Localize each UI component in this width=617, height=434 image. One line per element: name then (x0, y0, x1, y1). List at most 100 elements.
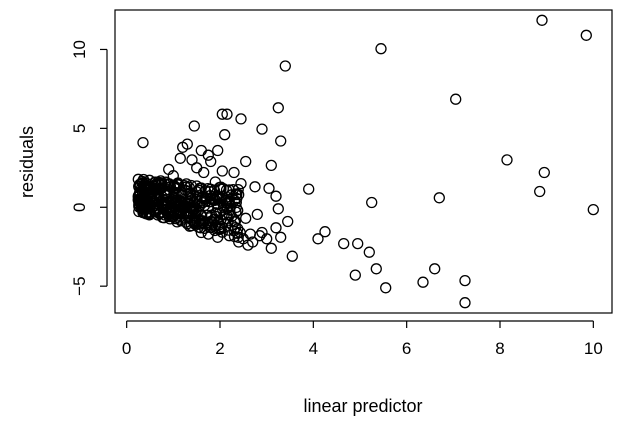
data-point (186, 154, 198, 166)
data-point (429, 263, 441, 275)
data-point (270, 222, 282, 234)
data-point (215, 213, 227, 226)
data-point (137, 136, 149, 149)
x-tick-label: 2 (215, 339, 224, 358)
data-point (338, 237, 350, 250)
data-point (167, 210, 179, 223)
data-point (134, 178, 146, 191)
data-point (536, 14, 548, 26)
data-point (580, 29, 592, 41)
data-point (247, 236, 259, 248)
points-layer (132, 14, 599, 309)
data-point (213, 181, 226, 194)
data-point (352, 237, 364, 250)
data-point (232, 183, 244, 196)
data-point (349, 269, 361, 281)
data-point (265, 242, 277, 254)
data-point (221, 108, 233, 120)
data-point (202, 149, 214, 161)
data-point (231, 227, 243, 239)
data-point (149, 176, 161, 188)
data-point (183, 211, 195, 224)
plot-frame (114, 9, 613, 314)
data-point (223, 195, 235, 207)
data-point (198, 166, 210, 179)
data-point (228, 166, 240, 179)
data-point (213, 207, 225, 219)
data-point (181, 138, 193, 150)
data-point (172, 205, 185, 217)
data-point (174, 152, 186, 164)
data-point (240, 155, 252, 168)
data-point (216, 165, 228, 177)
data-point (206, 192, 219, 204)
data-point (433, 192, 445, 204)
x-axis: 0 2 4 6 8 10 (122, 320, 603, 358)
y-axis-label: residuals (17, 126, 37, 198)
data-point (240, 212, 252, 224)
y-tick-label: 10 (70, 40, 89, 59)
data-point (197, 217, 209, 229)
data-point (366, 196, 378, 209)
data-point (319, 226, 331, 238)
data-point (209, 194, 221, 206)
data-point (254, 230, 266, 242)
data-point (182, 185, 194, 197)
x-tick-label: 10 (584, 339, 603, 358)
y-tick-label: 0 (70, 203, 89, 212)
data-point (279, 60, 291, 72)
data-point (140, 207, 152, 220)
data-point (501, 154, 513, 166)
data-point (172, 179, 185, 191)
data-point (363, 246, 375, 258)
data-point (228, 216, 241, 228)
data-point (265, 159, 277, 172)
data-point (226, 219, 238, 231)
data-point (380, 282, 392, 294)
data-point (251, 208, 263, 221)
data-point (220, 184, 233, 196)
data-point (256, 123, 268, 135)
x-tick-label: 0 (122, 339, 131, 358)
data-point (202, 182, 214, 195)
data-point (184, 193, 196, 205)
data-point (235, 113, 247, 125)
data-point (145, 182, 157, 195)
data-point (180, 178, 193, 190)
data-point (587, 203, 599, 216)
data-point (312, 233, 324, 245)
data-point (209, 224, 221, 237)
data-point (224, 204, 236, 216)
data-point (212, 144, 224, 157)
data-point (375, 43, 387, 55)
data-point (459, 274, 471, 287)
data-point (152, 209, 164, 221)
data-point (232, 223, 244, 235)
data-point (198, 199, 211, 212)
data-point (189, 210, 201, 222)
x-tick-label: 6 (402, 339, 411, 358)
data-point (538, 166, 550, 179)
data-point (249, 181, 261, 193)
data-point (303, 183, 315, 195)
y-axis: −5 0 5 10 (70, 40, 108, 296)
data-point (275, 231, 287, 243)
y-tick-label: 5 (70, 124, 89, 133)
data-point (459, 297, 471, 309)
data-point (188, 120, 200, 132)
data-point (261, 233, 273, 245)
data-point (228, 194, 241, 206)
data-point (219, 129, 231, 141)
data-point (216, 108, 228, 120)
data-point (263, 182, 275, 194)
data-point (153, 177, 165, 189)
data-point (161, 198, 173, 210)
data-point (138, 197, 150, 209)
data-point (223, 230, 235, 242)
data-point (161, 204, 173, 216)
data-point (272, 102, 284, 114)
data-point (534, 185, 546, 198)
data-point (275, 135, 287, 147)
data-point (226, 210, 238, 223)
